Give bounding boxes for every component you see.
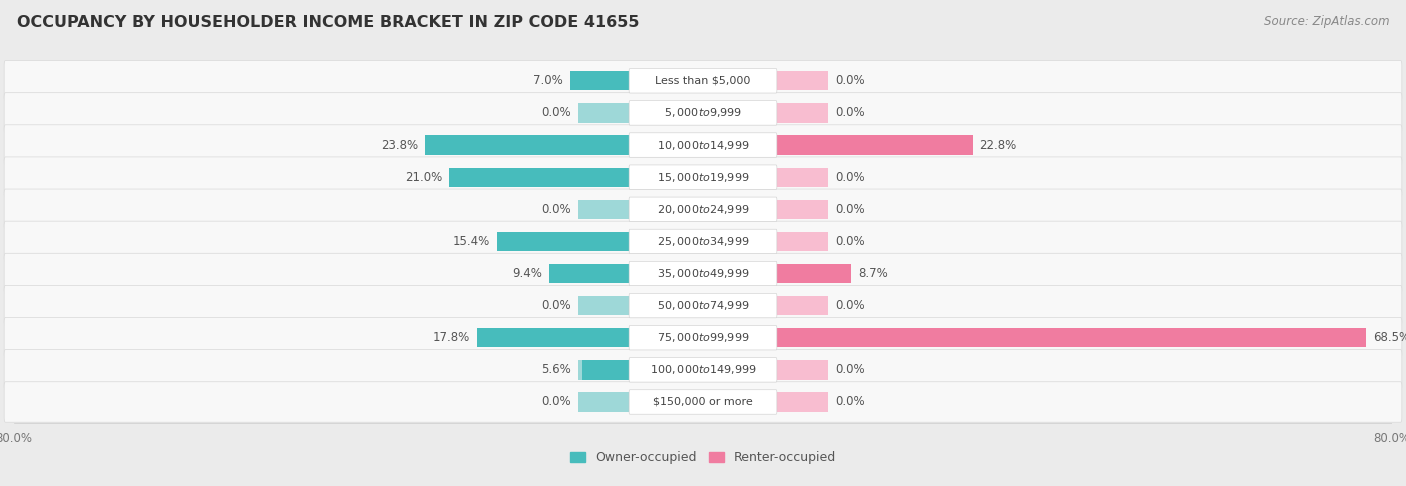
FancyBboxPatch shape <box>628 326 778 350</box>
FancyBboxPatch shape <box>628 358 778 382</box>
Bar <box>569 71 630 90</box>
Text: 0.0%: 0.0% <box>541 299 571 312</box>
Bar <box>776 71 828 90</box>
Text: 23.8%: 23.8% <box>381 139 418 152</box>
Text: 0.0%: 0.0% <box>835 396 865 409</box>
Bar <box>578 104 630 122</box>
Text: 68.5%: 68.5% <box>1374 331 1406 344</box>
Text: 0.0%: 0.0% <box>541 106 571 120</box>
Text: 0.0%: 0.0% <box>541 203 571 216</box>
Bar <box>548 264 630 283</box>
Bar <box>776 136 973 155</box>
Text: 15.4%: 15.4% <box>453 235 491 248</box>
FancyBboxPatch shape <box>628 69 778 93</box>
Text: $20,000 to $24,999: $20,000 to $24,999 <box>657 203 749 216</box>
Bar <box>776 328 1367 347</box>
FancyBboxPatch shape <box>628 101 778 125</box>
FancyBboxPatch shape <box>628 229 778 254</box>
Text: $10,000 to $14,999: $10,000 to $14,999 <box>657 139 749 152</box>
Bar <box>776 264 851 283</box>
Bar <box>776 328 1367 347</box>
Bar <box>425 136 630 155</box>
FancyBboxPatch shape <box>4 93 1402 133</box>
Text: OCCUPANCY BY HOUSEHOLDER INCOME BRACKET IN ZIP CODE 41655: OCCUPANCY BY HOUSEHOLDER INCOME BRACKET … <box>17 15 640 30</box>
Bar <box>776 392 828 412</box>
Text: 0.0%: 0.0% <box>835 106 865 120</box>
FancyBboxPatch shape <box>4 157 1402 197</box>
Text: 0.0%: 0.0% <box>541 396 571 409</box>
FancyBboxPatch shape <box>628 133 778 157</box>
Bar <box>776 104 828 122</box>
Text: 0.0%: 0.0% <box>835 299 865 312</box>
Bar <box>498 232 630 251</box>
Legend: Owner-occupied, Renter-occupied: Owner-occupied, Renter-occupied <box>565 447 841 469</box>
FancyBboxPatch shape <box>4 285 1402 326</box>
Text: 9.4%: 9.4% <box>512 267 541 280</box>
Bar <box>776 200 828 219</box>
Bar <box>569 71 630 90</box>
Bar <box>582 360 630 380</box>
Bar <box>776 264 851 283</box>
FancyBboxPatch shape <box>4 253 1402 294</box>
Bar <box>578 296 630 315</box>
Text: $5,000 to $9,999: $5,000 to $9,999 <box>664 106 742 120</box>
Text: $100,000 to $149,999: $100,000 to $149,999 <box>650 364 756 376</box>
Text: 8.7%: 8.7% <box>858 267 887 280</box>
Bar <box>449 168 630 187</box>
FancyBboxPatch shape <box>4 221 1402 261</box>
Text: 0.0%: 0.0% <box>835 203 865 216</box>
Text: 17.8%: 17.8% <box>433 331 470 344</box>
FancyBboxPatch shape <box>4 125 1402 165</box>
Text: $15,000 to $19,999: $15,000 to $19,999 <box>657 171 749 184</box>
Text: 0.0%: 0.0% <box>835 235 865 248</box>
Bar <box>449 168 630 187</box>
FancyBboxPatch shape <box>628 197 778 222</box>
FancyBboxPatch shape <box>4 61 1402 101</box>
Bar <box>578 360 630 380</box>
Text: 7.0%: 7.0% <box>533 74 562 87</box>
FancyBboxPatch shape <box>628 165 778 190</box>
FancyBboxPatch shape <box>628 294 778 318</box>
Text: 0.0%: 0.0% <box>835 364 865 376</box>
FancyBboxPatch shape <box>628 390 778 414</box>
Bar <box>776 296 828 315</box>
Text: 21.0%: 21.0% <box>405 171 441 184</box>
Text: Source: ZipAtlas.com: Source: ZipAtlas.com <box>1264 15 1389 28</box>
FancyBboxPatch shape <box>4 189 1402 229</box>
FancyBboxPatch shape <box>4 349 1402 390</box>
Text: Less than $5,000: Less than $5,000 <box>655 76 751 86</box>
Text: 22.8%: 22.8% <box>980 139 1017 152</box>
Text: 0.0%: 0.0% <box>835 74 865 87</box>
Text: $50,000 to $74,999: $50,000 to $74,999 <box>657 299 749 312</box>
Bar <box>425 136 630 155</box>
Text: $75,000 to $99,999: $75,000 to $99,999 <box>657 331 749 344</box>
Text: $150,000 or more: $150,000 or more <box>654 397 752 407</box>
Text: $25,000 to $34,999: $25,000 to $34,999 <box>657 235 749 248</box>
Bar <box>578 392 630 412</box>
Bar <box>776 168 828 187</box>
Text: 0.0%: 0.0% <box>835 171 865 184</box>
FancyBboxPatch shape <box>4 382 1402 422</box>
Bar <box>776 232 828 251</box>
Text: 5.6%: 5.6% <box>541 364 571 376</box>
Bar <box>776 136 973 155</box>
Bar <box>477 328 630 347</box>
FancyBboxPatch shape <box>4 317 1402 358</box>
Bar <box>578 200 630 219</box>
Bar <box>477 328 630 347</box>
Bar <box>498 232 630 251</box>
Bar <box>548 264 630 283</box>
FancyBboxPatch shape <box>628 261 778 286</box>
Text: $35,000 to $49,999: $35,000 to $49,999 <box>657 267 749 280</box>
Bar <box>776 360 828 380</box>
